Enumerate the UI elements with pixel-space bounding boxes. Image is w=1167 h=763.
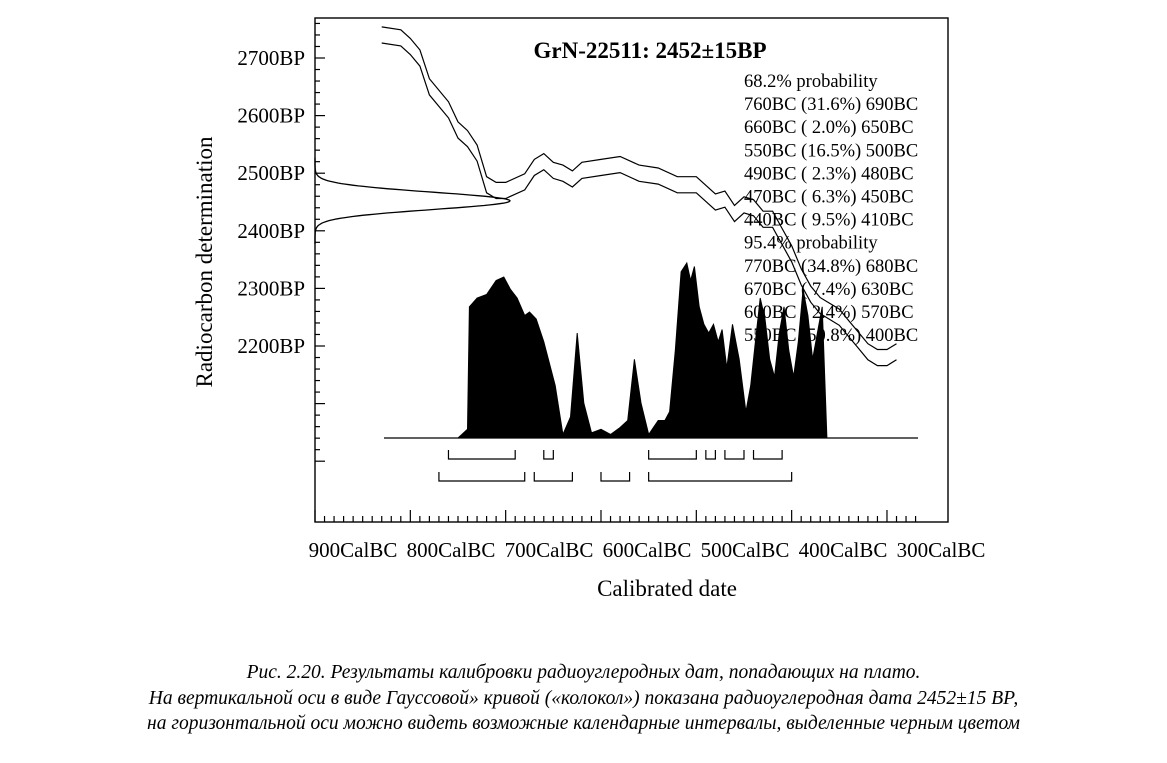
figure-caption: Рис. 2.20. Результаты калибровки радиоуг… <box>0 660 1167 737</box>
annotation-line: 660BC ( 2.0%) 650BC <box>744 118 914 138</box>
range-bracket-68 <box>724 450 745 460</box>
y-tick-label: 2400BP <box>237 219 305 243</box>
x-tick-label: 600CalBC <box>603 538 692 562</box>
ranges-layer <box>438 450 793 482</box>
range-bracket-95 <box>648 472 793 482</box>
calibration-chart: 900CalBC 800CalBC 700CalBC 600CalBC 500CalBC… <box>192 17 986 601</box>
annotation-line: 470BC ( 6.3%) 450BC <box>744 188 914 208</box>
caption-line-2: На вертикальной оси в виде Гауссовой» кр… <box>148 687 1019 709</box>
annotation-block: 68.2% probability 760BC (31.6%) 690BC 660B… <box>744 72 918 346</box>
range-bracket-68 <box>648 450 697 460</box>
measurement-gaussian <box>314 157 511 244</box>
x-tick-label: 500CalBC <box>701 538 790 562</box>
x-axis-label: Calibrated date <box>597 576 737 601</box>
y-tick-label: 2600BP <box>237 104 305 128</box>
annotation-line: 550BC (50.8%) 400BC <box>744 326 918 346</box>
range-bracket-68 <box>543 450 554 460</box>
x-tick-label: 900CalBC <box>309 538 398 562</box>
range-bracket-95 <box>438 472 526 482</box>
y-tick-label: 2500BP <box>237 161 305 185</box>
curves-layer <box>314 26 918 439</box>
x-tick-label: 400CalBC <box>799 538 888 562</box>
x-tick-label: 800CalBC <box>407 538 496 562</box>
annotation-line: 760BC (31.6%) 690BC <box>744 95 918 115</box>
annotation-line: 490BC ( 2.3%) 480BC <box>744 164 914 184</box>
axes-layer: 900CalBC 800CalBC 700CalBC 600CalBC 500CalBC… <box>237 17 986 562</box>
calibration-curve-lower <box>381 42 897 367</box>
range-bracket-68 <box>705 450 716 460</box>
range-bracket-68 <box>447 450 516 460</box>
annotation-line: 68.2% probability <box>744 72 878 92</box>
caption-line-3: на горизонтальной оси можно видеть возмо… <box>147 713 1020 734</box>
annotation-line: 440BC ( 9.5%) 410BC <box>744 211 914 231</box>
y-tick-label: 2300BP <box>237 276 305 300</box>
range-bracket-68 <box>752 450 783 460</box>
range-bracket-95 <box>600 472 631 482</box>
x-tick-label: 300CalBC <box>897 538 986 562</box>
caption-line-1: Рис. 2.20. Результаты калибровки радиоуг… <box>246 662 921 683</box>
annotation-line: 95.4% probability <box>744 234 878 254</box>
probability-distribution <box>456 261 828 439</box>
x-tick-label: 700CalBC <box>505 538 594 562</box>
range-bracket-95 <box>533 472 573 482</box>
calibration-curve-upper <box>381 26 897 351</box>
y-axis-label: Radiocarbon determination <box>192 136 217 388</box>
y-tick-label: 2200BP <box>237 334 305 358</box>
y-tick-label: 2700BP <box>237 46 305 70</box>
annotation-line: 600BC ( 2.4%) 570BC <box>744 303 914 323</box>
chart-title: GrN-22511: 2452±15BP <box>533 38 766 63</box>
annotation-line: 550BC (16.5%) 500BC <box>744 141 918 161</box>
annotation-line: 670BC ( 7.4%) 630BC <box>744 280 914 300</box>
annotation-line: 770BC (34.8%) 680BC <box>744 257 918 277</box>
plot-frame <box>314 17 949 523</box>
